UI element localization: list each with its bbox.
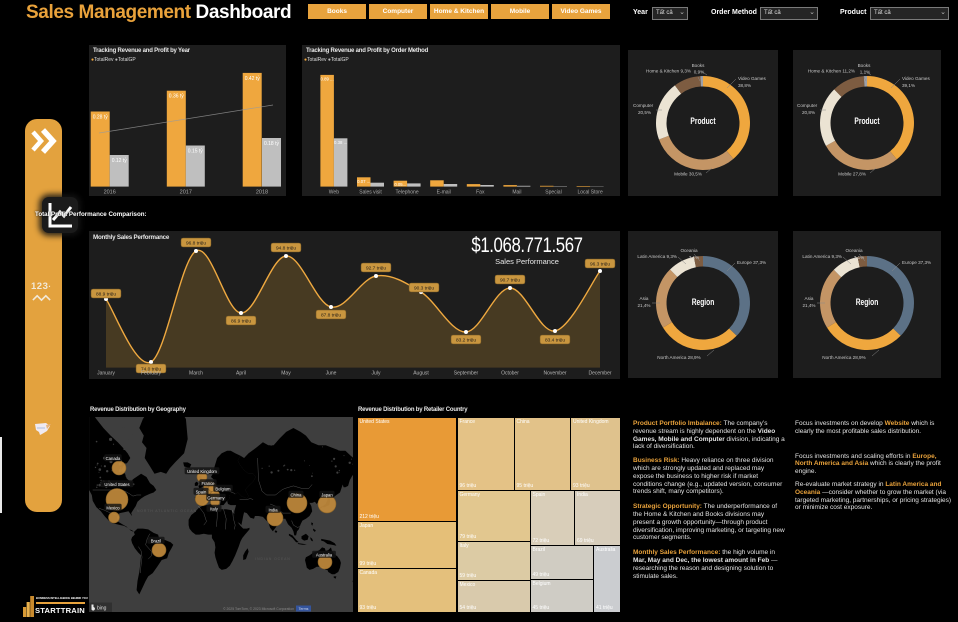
svg-text:0.12 tỷ: 0.12 tỷ xyxy=(112,157,128,164)
svg-text:Special: Special xyxy=(545,190,561,196)
svg-text:Asia: Asia xyxy=(805,296,814,301)
svg-text:1,1%: 1,1% xyxy=(860,70,870,75)
svg-text:Latin America 9,3%: Latin America 9,3% xyxy=(802,254,842,259)
svg-text:Belgium: Belgium xyxy=(215,486,231,491)
svg-text:bing: bing xyxy=(97,606,107,612)
svg-text:Mobile 27,8%: Mobile 27,8% xyxy=(838,172,866,177)
svg-text:Video Games: Video Games xyxy=(902,76,930,81)
svg-text:Mail: Mail xyxy=(512,190,521,196)
svg-text:38,8%: 38,8% xyxy=(738,83,751,88)
svg-text:96.3 triệu: 96.3 triệu xyxy=(590,262,610,268)
svg-text:0.42 tỷ: 0.42 tỷ xyxy=(245,75,261,82)
svg-text:88.9 triệu: 88.9 triệu xyxy=(96,292,116,298)
svg-text:Home & Kitchen 11,2%: Home & Kitchen 11,2% xyxy=(808,69,855,74)
svg-text:83.2 triệu: 83.2 triệu xyxy=(456,338,476,344)
svg-text:Oceania: Oceania xyxy=(845,248,863,253)
svg-text:© 2025 TomTom, © 2023 Microsof: © 2025 TomTom, © 2023 Microsoft Corporat… xyxy=(223,607,294,611)
svg-text:Spain: Spain xyxy=(196,489,207,494)
svg-text:39,1%: 39,1% xyxy=(902,83,915,88)
svg-text:E-mail: E-mail xyxy=(437,190,451,196)
svg-text:0.28 tỷ: 0.28 tỷ xyxy=(93,114,109,121)
svg-text:April: April xyxy=(236,371,246,377)
svg-text:Australia: Australia xyxy=(316,552,333,557)
svg-text:Japan: Japan xyxy=(321,492,333,497)
svg-text:Mexico: Mexico xyxy=(106,505,120,510)
svg-text:Latin America 9,3%: Latin America 9,3% xyxy=(637,254,677,259)
svg-text:90.7 triệu: 90.7 triệu xyxy=(500,278,520,284)
svg-text:Canada: Canada xyxy=(106,456,121,461)
svg-text:Oceania: Oceania xyxy=(680,248,698,253)
svg-text:21,4%: 21,4% xyxy=(802,303,815,308)
svg-text:September: September xyxy=(454,371,479,377)
svg-text:May: May xyxy=(281,371,291,377)
svg-text:Home & Kitchen 9,3%: Home & Kitchen 9,3% xyxy=(646,69,691,74)
svg-text:74.0 triệu: 74.0 triệu xyxy=(141,367,161,373)
svg-text:92.7 triệu: 92.7 triệu xyxy=(366,266,386,272)
svg-text:June: June xyxy=(326,371,337,377)
svg-text:3,1%: 3,1% xyxy=(854,255,864,260)
svg-text:NORTH ATLANTIC OCEAN: NORTH ATLANTIC OCEAN xyxy=(137,509,197,513)
svg-text:87.8 triệu: 87.8 triệu xyxy=(321,313,341,319)
svg-text:0.38 ...: 0.38 ... xyxy=(334,140,347,145)
svg-text:Sales visit: Sales visit xyxy=(359,190,382,196)
svg-text:Books: Books xyxy=(858,63,871,68)
svg-text:November: November xyxy=(543,371,566,377)
svg-text:0.89 ...: 0.89 ... xyxy=(321,76,334,81)
svg-text:Europe 37,3%: Europe 37,3% xyxy=(902,260,931,265)
svg-text:July: July xyxy=(372,371,381,377)
svg-text:United Kingdom: United Kingdom xyxy=(187,469,217,474)
svg-text:0.15 tỷ: 0.15 tỷ xyxy=(188,148,204,155)
svg-text:INDIAN OCEAN: INDIAN OCEAN xyxy=(255,557,290,561)
svg-text:21,4%: 21,4% xyxy=(637,303,650,308)
svg-text:86.9 triệu: 86.9 triệu xyxy=(231,319,251,325)
svg-text:March: March xyxy=(189,371,203,377)
svg-text:94.8 triệu: 94.8 triệu xyxy=(276,246,296,252)
svg-text:Italy: Italy xyxy=(210,506,219,511)
svg-text:Computer: Computer xyxy=(797,103,818,108)
svg-text:90.3 triệu: 90.3 triệu xyxy=(414,286,434,292)
svg-text:Books: Books xyxy=(692,63,705,68)
svg-text:France: France xyxy=(201,481,215,486)
svg-text:August: August xyxy=(413,371,429,377)
svg-text:Fax: Fax xyxy=(476,190,485,196)
svg-text:96.8 triệu: 96.8 triệu xyxy=(186,241,206,247)
svg-text:0.05...: 0.05... xyxy=(394,182,406,187)
svg-text:North America 28,9%: North America 28,9% xyxy=(657,355,700,360)
svg-text:China: China xyxy=(291,492,303,497)
svg-text:2016: 2016 xyxy=(104,190,116,196)
svg-text:February: February xyxy=(141,371,162,377)
svg-text:United States: United States xyxy=(104,482,129,487)
svg-text:India: India xyxy=(268,507,278,512)
svg-text:North America 28,9%: North America 28,9% xyxy=(822,355,865,360)
svg-text:2018: 2018 xyxy=(256,190,268,196)
svg-text:0,9%: 0,9% xyxy=(694,70,704,75)
svg-text:December: December xyxy=(588,371,611,377)
svg-text:Brazil: Brazil xyxy=(151,538,162,543)
svg-text:Asia: Asia xyxy=(640,296,649,301)
svg-text:20,8%: 20,8% xyxy=(802,110,815,115)
svg-text:0.36 tỷ: 0.36 tỷ xyxy=(169,93,185,100)
svg-text:Web: Web xyxy=(329,190,339,196)
svg-text:Telephone: Telephone xyxy=(396,190,419,196)
svg-text:Video Games: Video Games xyxy=(738,76,766,81)
svg-text:Germany: Germany xyxy=(207,495,225,500)
svg-text:Computer: Computer xyxy=(633,103,654,108)
svg-text:2017: 2017 xyxy=(180,190,192,196)
svg-text:Europe 37,3%: Europe 37,3% xyxy=(737,260,766,265)
svg-text:0.07 ...: 0.07 ... xyxy=(357,179,370,184)
svg-text:Local Store: Local Store xyxy=(577,190,603,196)
svg-text:20,5%: 20,5% xyxy=(638,110,651,115)
svg-text:October: October xyxy=(501,371,519,377)
svg-text:83.4 triệu: 83.4 triệu xyxy=(545,338,565,344)
svg-text:January: January xyxy=(97,371,115,377)
svg-text:0.18 tỷ: 0.18 tỷ xyxy=(264,140,280,147)
svg-text:Terms: Terms xyxy=(299,607,309,611)
svg-text:3,1%: 3,1% xyxy=(689,255,699,260)
svg-text:Mobile 30,5%: Mobile 30,5% xyxy=(674,172,702,177)
